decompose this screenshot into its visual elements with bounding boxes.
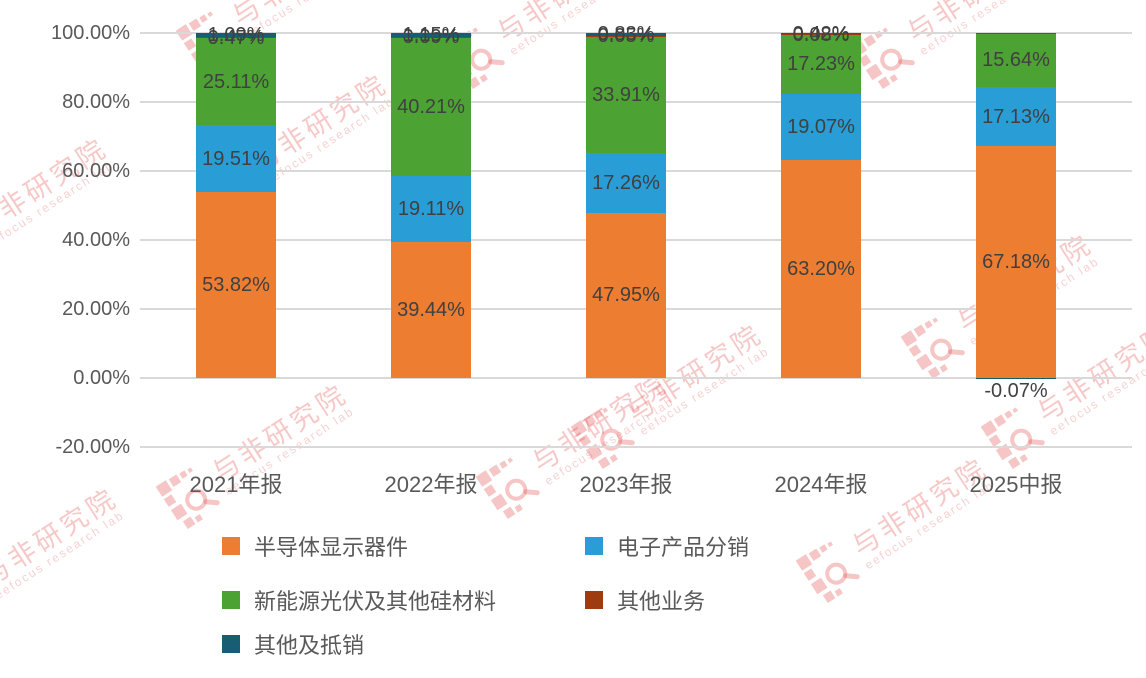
bar-segment-其他及抵销 — [391, 33, 471, 37]
bar-segment-新能源光伏及其他硅材料 — [586, 36, 666, 154]
bar-data-label: -0.07% — [984, 380, 1048, 402]
bar-data-label: 53.82% — [202, 274, 270, 297]
bar-segment-半导体显示器件 — [781, 159, 861, 378]
legend-swatch-icon — [222, 591, 240, 609]
bar-data-label: 33.91% — [592, 83, 660, 106]
legend-swatch-icon — [222, 537, 240, 555]
gridline — [140, 446, 1132, 448]
bar-segment-半导体显示器件 — [976, 146, 1056, 378]
legend-label: 半导体显示器件 — [254, 535, 409, 560]
eefocus-logo-icon — [900, 317, 965, 379]
x-axis-category-label: 2024年报 — [774, 472, 868, 497]
y-axis-tick-label: 20.00% — [62, 298, 130, 320]
watermark-sub: eefocus research lab — [1047, 344, 1146, 439]
bar-segment-电子产品分销 — [196, 125, 276, 193]
bar-data-label: 0.05% — [597, 24, 655, 47]
bar-data-label: 17.13% — [982, 105, 1050, 128]
bar-data-label: 1.15% — [402, 23, 460, 46]
bar-data-label: 25.11% — [202, 70, 270, 93]
bar-segment-电子产品分销 — [976, 87, 1056, 147]
bar-segment-电子产品分销 — [781, 94, 861, 160]
bar-segment-新能源光伏及其他硅材料 — [391, 37, 471, 176]
legend-item-新能源光伏及其他硅材料: 新能源光伏及其他硅材料 — [222, 584, 496, 616]
y-axis-tick-label: 80.00% — [62, 91, 130, 113]
y-axis-tick-label: 0.00% — [73, 367, 130, 389]
watermark-brand: 与非研究院 — [0, 482, 124, 593]
x-axis-category-label: 2025中报 — [969, 472, 1063, 497]
bar-segment-电子产品分销 — [391, 176, 471, 242]
bar-data-label: 19.11% — [397, 197, 465, 220]
bar-data-label: 40.21% — [397, 95, 465, 118]
legend-label: 其他及抵销 — [254, 633, 365, 658]
bar-data-label: 39.44% — [397, 298, 465, 321]
bar-segment-其他业务 — [196, 36, 276, 39]
y-axis-tick-label: -20.00% — [55, 436, 131, 458]
eefocus-logo-icon — [980, 407, 1045, 469]
y-axis-tick-label: 100.00% — [51, 22, 130, 44]
bar-segment-其他及抵销 — [196, 33, 276, 37]
x-axis-category-label: 2022年报 — [384, 472, 478, 497]
gridline — [140, 377, 1132, 379]
x-axis-category-label: 2021年报 — [189, 472, 283, 497]
y-axis-tick-label: 40.00% — [62, 229, 130, 251]
legend-item-半导体显示器件: 半导体显示器件 — [222, 530, 408, 562]
bar-segment-半导体显示器件 — [196, 192, 276, 378]
legend-item-其他及抵销: 其他及抵销 — [222, 628, 364, 660]
watermark-sub: eefocus research lab — [262, 93, 397, 189]
eefocus-logo-icon — [570, 407, 635, 469]
bar-data-label: 0.09% — [402, 26, 460, 49]
bar-segment-新能源光伏及其他硅材料 — [781, 34, 861, 95]
watermark-sub: eefocus research lab — [0, 507, 127, 603]
bar-segment-新能源光伏及其他硅材料 — [976, 33, 1056, 88]
bar-data-label: 0.42% — [792, 22, 850, 45]
legend-swatch-icon — [585, 591, 603, 609]
bar-data-label: 1.09% — [207, 23, 265, 46]
bar-data-label: 0.47% — [207, 26, 265, 49]
bar-data-label: 19.51% — [202, 147, 270, 170]
y-axis-tick-label: 60.00% — [62, 160, 130, 182]
eefocus-logo-icon — [475, 457, 540, 519]
legend-swatch-icon — [585, 537, 603, 555]
legend-item-电子产品分销: 电子产品分销 — [585, 530, 749, 562]
eefocus-logo-icon — [795, 541, 860, 603]
legend-label: 电子产品分销 — [617, 535, 750, 560]
bar-segment-半导体显示器件 — [391, 241, 471, 378]
legend-item-其他业务: 其他业务 — [585, 584, 705, 616]
x-axis-category-label: 2023年报 — [579, 472, 673, 497]
bar-data-label: 19.07% — [787, 116, 855, 139]
bar-data-label: 47.95% — [592, 284, 660, 307]
legend-label: 新能源光伏及其他硅材料 — [254, 589, 497, 614]
bar-data-label: 0.83% — [597, 23, 655, 46]
bar-data-label: 63.20% — [787, 257, 855, 280]
bar-segment-半导体显示器件 — [586, 212, 666, 378]
bar-data-label: 0.08% — [792, 23, 850, 46]
bar-data-label: 17.26% — [592, 171, 660, 194]
bar-data-label: 15.64% — [982, 49, 1050, 72]
watermark-brand: 与非研究院 — [526, 368, 674, 479]
bar-segment-新能源光伏及其他硅材料 — [196, 38, 276, 125]
bar-data-label: 17.23% — [787, 53, 855, 76]
bar-data-label: 67.18% — [982, 251, 1050, 274]
legend-swatch-icon — [222, 635, 240, 653]
bar-segment-电子产品分销 — [586, 153, 666, 213]
legend-label: 其他业务 — [617, 589, 706, 614]
bar-segment-其他及抵销 — [586, 33, 666, 36]
watermark-brand: 与非研究院 — [0, 132, 114, 243]
bar-segment-其他及抵销 — [781, 33, 861, 35]
